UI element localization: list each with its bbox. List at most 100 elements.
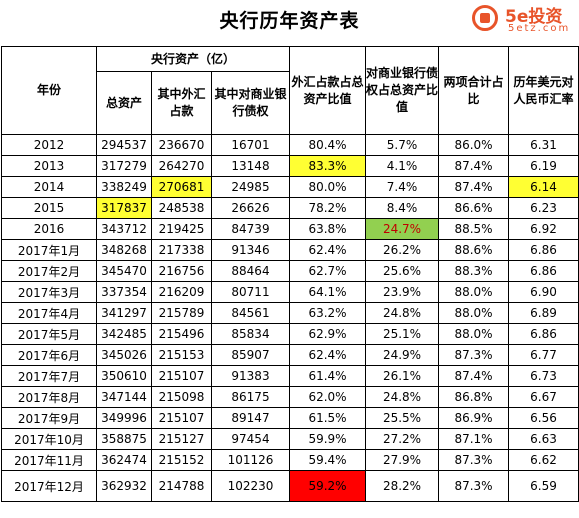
cell-year: 2017年1月 <box>1 239 97 261</box>
cell-combined: 88.0% <box>438 302 509 324</box>
table-row: 2016 343712 219425 84739 63.8% 24.7% 88.5% 6.92 <box>1 218 579 240</box>
cell-year: 2013 <box>1 155 97 177</box>
cell-year: 2017年6月 <box>1 344 97 366</box>
cell-total: 343712 <box>96 218 152 240</box>
asset-table: 年份 央行资产（亿） 外汇占款占总资产比值 对商业银行债权占总资产比值 两项合计… <box>1 46 579 502</box>
table-row: 2017年10月 358875 215127 97454 59.9% 27.2% 87.1%… <box>1 428 579 450</box>
cell-total: 341297 <box>96 302 152 324</box>
cell-year: 2017年7月 <box>1 365 97 387</box>
header-fx: 其中外汇占款 <box>151 71 212 135</box>
cell-fx-ratio: 83.3% <box>289 155 366 177</box>
table-row: 2017年8月 347144 215098 86175 62.0% 24.8% 86.8% 6… <box>1 386 579 408</box>
cell-year: 2017年8月 <box>1 386 97 408</box>
cell-fx: 215098 <box>151 386 212 408</box>
cell-bank: 85907 <box>211 344 290 366</box>
cell-year: 2017年12月 <box>1 470 97 502</box>
cell-bank: 85834 <box>211 323 290 345</box>
header-bank-ratio: 对商业银行债权占总资产比值 <box>365 46 439 135</box>
cell-fx-ratio: 62.0% <box>289 386 366 408</box>
cell-bank-ratio: 25.5% <box>365 407 439 429</box>
table-row: 2017年9月 349996 215107 89147 61.5% 25.5% 86.9% 6… <box>1 407 579 429</box>
cell-bank: 13148 <box>211 155 290 177</box>
cell-combined: 88.3% <box>438 260 509 282</box>
cell-total: 345470 <box>96 260 152 282</box>
cell-total: 337354 <box>96 281 152 303</box>
cell-bank-ratio: 7.4% <box>365 176 439 198</box>
cell-combined: 86.0% <box>438 134 509 156</box>
cell-fx: 215496 <box>151 323 212 345</box>
logo-brand: 5e投资 <box>505 7 563 27</box>
cell-bank-ratio: 25.6% <box>365 260 439 282</box>
table-row: 2017年6月 345026 215153 85907 62.4% 24.9% 87.3% 6… <box>1 344 579 366</box>
cell-fx-ratio: 80.0% <box>289 176 366 198</box>
cell-year: 2017年10月 <box>1 428 97 450</box>
cell-bank-ratio: 5.7% <box>365 134 439 156</box>
cell-fx-ratio: 59.2% <box>289 470 366 502</box>
cell-fx: 270681 <box>151 176 212 198</box>
header-combined-ratio: 两项合计占比 <box>438 46 509 135</box>
cell-total: 348268 <box>96 239 152 261</box>
cell-total: 317279 <box>96 155 152 177</box>
cell-bank: 86175 <box>211 386 290 408</box>
cell-bank-ratio: 24.9% <box>365 344 439 366</box>
cell-combined: 87.4% <box>438 155 509 177</box>
table-row: 2017年2月 345470 216756 88464 62.7% 25.6% 88.3% 6… <box>1 260 579 282</box>
cell-combined: 86.9% <box>438 407 509 429</box>
cell-fx: 215107 <box>151 365 212 387</box>
cell-bank: 102230 <box>211 470 290 502</box>
cell-rate: 6.77 <box>508 344 579 366</box>
cell-fx-ratio: 80.4% <box>289 134 366 156</box>
cell-total: 317837 <box>96 197 152 219</box>
cell-fx-ratio: 61.4% <box>289 365 366 387</box>
cell-fx: 216209 <box>151 281 212 303</box>
cell-combined: 87.1% <box>438 428 509 450</box>
cell-fx-ratio: 61.5% <box>289 407 366 429</box>
table-row: 2017年11月 362474 215152 101126 59.4% 27.9% 87.3… <box>1 449 579 471</box>
header-fx-ratio: 外汇占款占总资产比值 <box>289 46 366 135</box>
cell-fx-ratio: 59.4% <box>289 449 366 471</box>
cell-rate: 6.31 <box>508 134 579 156</box>
cell-fx: 236670 <box>151 134 212 156</box>
cell-bank-ratio: 27.9% <box>365 449 439 471</box>
cell-bank-ratio: 28.2% <box>365 470 439 502</box>
cell-fx: 215152 <box>151 449 212 471</box>
cell-year: 2012 <box>1 134 97 156</box>
logo-mark-icon <box>472 5 498 31</box>
cell-rate: 6.14 <box>508 176 579 198</box>
table-row: 2017年4月 341297 215789 84561 63.2% 24.8% 88.0% 6… <box>1 302 579 324</box>
cell-combined: 87.4% <box>438 365 509 387</box>
cell-bank-ratio: 27.2% <box>365 428 439 450</box>
cell-year: 2017年2月 <box>1 260 97 282</box>
cell-rate: 6.19 <box>508 155 579 177</box>
cell-combined: 88.5% <box>438 218 509 240</box>
cell-rate: 6.86 <box>508 323 579 345</box>
header-usd-cny: 历年美元对人民币汇率 <box>508 46 579 135</box>
cell-year: 2017年9月 <box>1 407 97 429</box>
cell-bank: 101126 <box>211 449 290 471</box>
cell-rate: 6.73 <box>508 365 579 387</box>
cell-bank: 91346 <box>211 239 290 261</box>
cell-fx-ratio: 62.4% <box>289 239 366 261</box>
cell-year: 2015 <box>1 197 97 219</box>
cell-total: 342485 <box>96 323 152 345</box>
cell-fx: 264270 <box>151 155 212 177</box>
header-year: 年份 <box>1 46 97 135</box>
cell-fx: 215789 <box>151 302 212 324</box>
cell-rate: 6.92 <box>508 218 579 240</box>
cell-rate: 6.86 <box>508 239 579 261</box>
cell-total: 350610 <box>96 365 152 387</box>
cell-combined: 87.3% <box>438 470 509 502</box>
cell-rate: 6.59 <box>508 470 579 502</box>
cell-fx-ratio: 63.8% <box>289 218 366 240</box>
cell-year: 2017年11月 <box>1 449 97 471</box>
cell-bank: 89147 <box>211 407 290 429</box>
cell-rate: 6.62 <box>508 449 579 471</box>
cell-fx: 216756 <box>151 260 212 282</box>
cell-bank-ratio: 26.2% <box>365 239 439 261</box>
cell-fx-ratio: 59.9% <box>289 428 366 450</box>
cell-combined: 86.6% <box>438 197 509 219</box>
cell-fx: 215107 <box>151 407 212 429</box>
header-group: 央行资产（亿） <box>96 46 290 72</box>
cell-total: 349996 <box>96 407 152 429</box>
cell-combined: 88.6% <box>438 239 509 261</box>
